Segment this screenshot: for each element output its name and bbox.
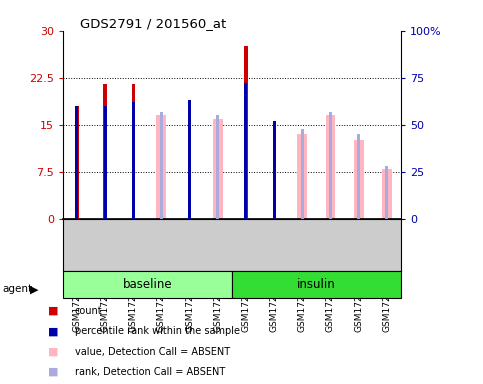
Bar [244,46,248,219]
Bar [188,100,191,219]
Text: baseline: baseline [123,278,172,291]
Text: percentile rank within the sample: percentile rank within the sample [75,326,240,336]
Bar [300,129,304,219]
Bar [382,169,392,219]
Bar [232,271,401,298]
Bar [216,115,219,219]
Bar [326,116,335,219]
Bar [75,106,78,219]
Bar [132,102,135,219]
Bar [156,116,166,219]
Bar [385,166,388,219]
Bar [75,106,79,219]
Text: ■: ■ [48,326,59,336]
Text: GDS2791 / 201560_at: GDS2791 / 201560_at [80,17,226,30]
Bar [103,106,107,219]
Bar [298,134,307,219]
Bar [131,84,135,219]
Text: count: count [75,306,102,316]
Text: rank, Detection Call = ABSENT: rank, Detection Call = ABSENT [75,367,225,377]
Text: agent: agent [2,284,32,294]
Bar [160,112,163,219]
Bar [357,134,360,219]
Bar [188,100,191,219]
Text: ▶: ▶ [30,284,39,294]
Bar [354,141,364,219]
Bar [63,271,232,298]
Text: ■: ■ [48,306,59,316]
Bar [329,112,332,219]
Bar [272,121,276,219]
Bar [103,84,107,219]
Bar [244,83,247,219]
Text: ■: ■ [48,346,59,357]
Text: insulin: insulin [297,278,336,291]
Bar [213,119,223,219]
Text: ■: ■ [48,367,59,377]
Text: value, Detection Call = ABSENT: value, Detection Call = ABSENT [75,346,230,357]
